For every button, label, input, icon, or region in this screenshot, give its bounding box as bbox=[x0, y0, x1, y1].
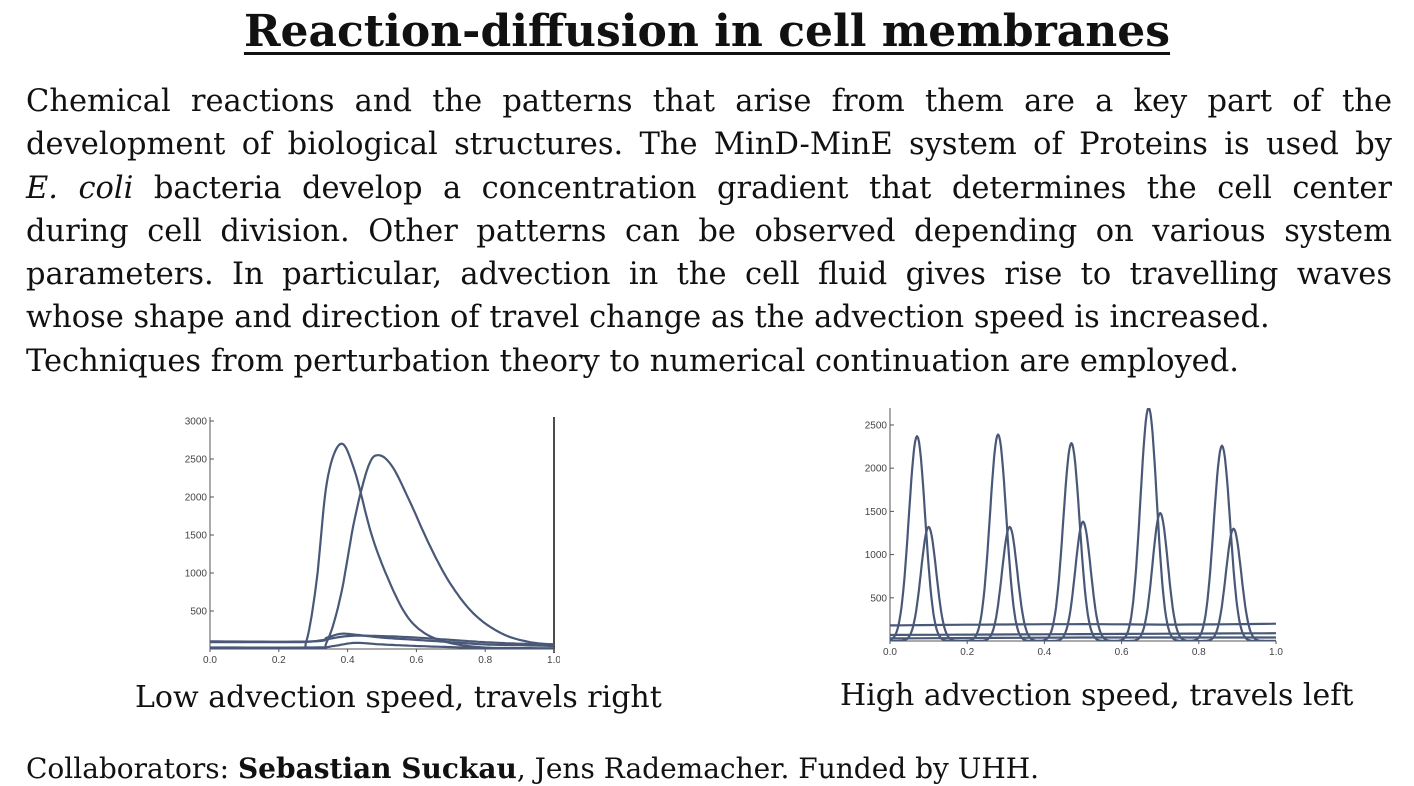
abstract-line-rest: bacteria develop a concentration gradien… bbox=[133, 170, 1392, 206]
abstract-line: whose shape and direction of travel chan… bbox=[26, 300, 1270, 336]
y-tick-label: 1500 bbox=[185, 531, 208, 542]
species-name: E. coli bbox=[26, 170, 134, 206]
chart-low-advection: 500 1000 1500 2000 2500 3000 0.0 0.2 0.4 0.6 0.8 1.… bbox=[180, 410, 560, 668]
abstract-paragraph: Chemical reactions and the patterns that… bbox=[26, 80, 1392, 383]
y-tick-label: 2000 bbox=[865, 464, 888, 475]
x-tick-label: 0.2 bbox=[272, 655, 286, 666]
chart-high-advection-svg: 500 1000 1500 2000 2500 0.0 0.2 0.4 0.6 0.8 1.0 bbox=[865, 408, 1283, 658]
y-tick-label: 500 bbox=[870, 593, 887, 604]
abstract-line: Techniques from perturbation theory to n… bbox=[26, 343, 1239, 379]
x-tick-label: 0.2 bbox=[960, 647, 974, 658]
series-line-profile-1 bbox=[210, 442, 554, 649]
x-tick-label: 0.4 bbox=[1037, 647, 1051, 658]
collaborators-footer: Collaborators: Sebastian Suckau, Jens Ra… bbox=[26, 752, 1039, 785]
x-tick-label: 0.6 bbox=[1115, 647, 1129, 658]
page-title: Reaction-diffusion in cell membranes bbox=[243, 6, 1171, 57]
y-tick-label: 3000 bbox=[185, 417, 208, 428]
caption-low-advection: Low advection speed, travels right bbox=[135, 680, 662, 715]
x-tick-label: 1.0 bbox=[1269, 647, 1283, 658]
series-line-baseline-1 bbox=[890, 622, 1276, 627]
y-tick-label: 2000 bbox=[185, 493, 208, 504]
footer-rest: , Jens Rademacher. Funded by UHH. bbox=[516, 752, 1040, 785]
x-tick-label: 0.4 bbox=[341, 655, 355, 666]
x-tick-label: 0.0 bbox=[203, 655, 217, 666]
x-tick-label: 0.0 bbox=[883, 647, 897, 658]
x-tick-label: 0.8 bbox=[478, 655, 492, 666]
y-tick-label: 1000 bbox=[185, 569, 208, 580]
series-line-profile-2 bbox=[210, 454, 554, 649]
series-line-profile-4 bbox=[210, 634, 554, 646]
y-tick-label: 500 bbox=[190, 607, 207, 618]
chart-low-advection-svg: 500 1000 1500 2000 2500 3000 0.0 0.2 0.4 0.6 0.8 1.… bbox=[185, 417, 560, 667]
abstract-line: development of biological structures. Th… bbox=[26, 127, 1392, 163]
series-line-profile-5 bbox=[210, 641, 554, 649]
caption-high-advection: High advection speed, travels left bbox=[840, 678, 1354, 713]
chart-high-advection: 500 1000 1500 2000 2500 0.0 0.2 0.4 0.6 0.8 1.0 bbox=[856, 408, 1286, 666]
y-tick-label: 1500 bbox=[865, 507, 888, 518]
series-line-baseline-2 bbox=[890, 632, 1276, 637]
x-tick-label: 0.6 bbox=[409, 655, 423, 666]
y-tick-label: 1000 bbox=[865, 550, 888, 561]
y-tick-label: 2500 bbox=[185, 455, 208, 466]
abstract-line: during cell division. Other patterns can… bbox=[26, 213, 1392, 249]
series-line-short-peaks bbox=[890, 512, 1276, 641]
series-line-baseline-3 bbox=[890, 636, 1276, 640]
series-line-tall-peaks bbox=[890, 408, 1276, 641]
abstract-line: E. coli bacteria develop a concentration… bbox=[26, 167, 1392, 210]
lead-collaborator: Sebastian Suckau bbox=[237, 752, 517, 785]
x-tick-label: 1.0 bbox=[547, 655, 560, 666]
x-tick-label: 0.8 bbox=[1192, 647, 1206, 658]
y-tick-label: 2500 bbox=[865, 420, 888, 431]
footer-prefix: Collaborators: bbox=[26, 752, 238, 785]
abstract-line: Chemical reactions and the patterns that… bbox=[26, 84, 1392, 119]
abstract-line: parameters. In particular, advection in … bbox=[26, 257, 1392, 293]
